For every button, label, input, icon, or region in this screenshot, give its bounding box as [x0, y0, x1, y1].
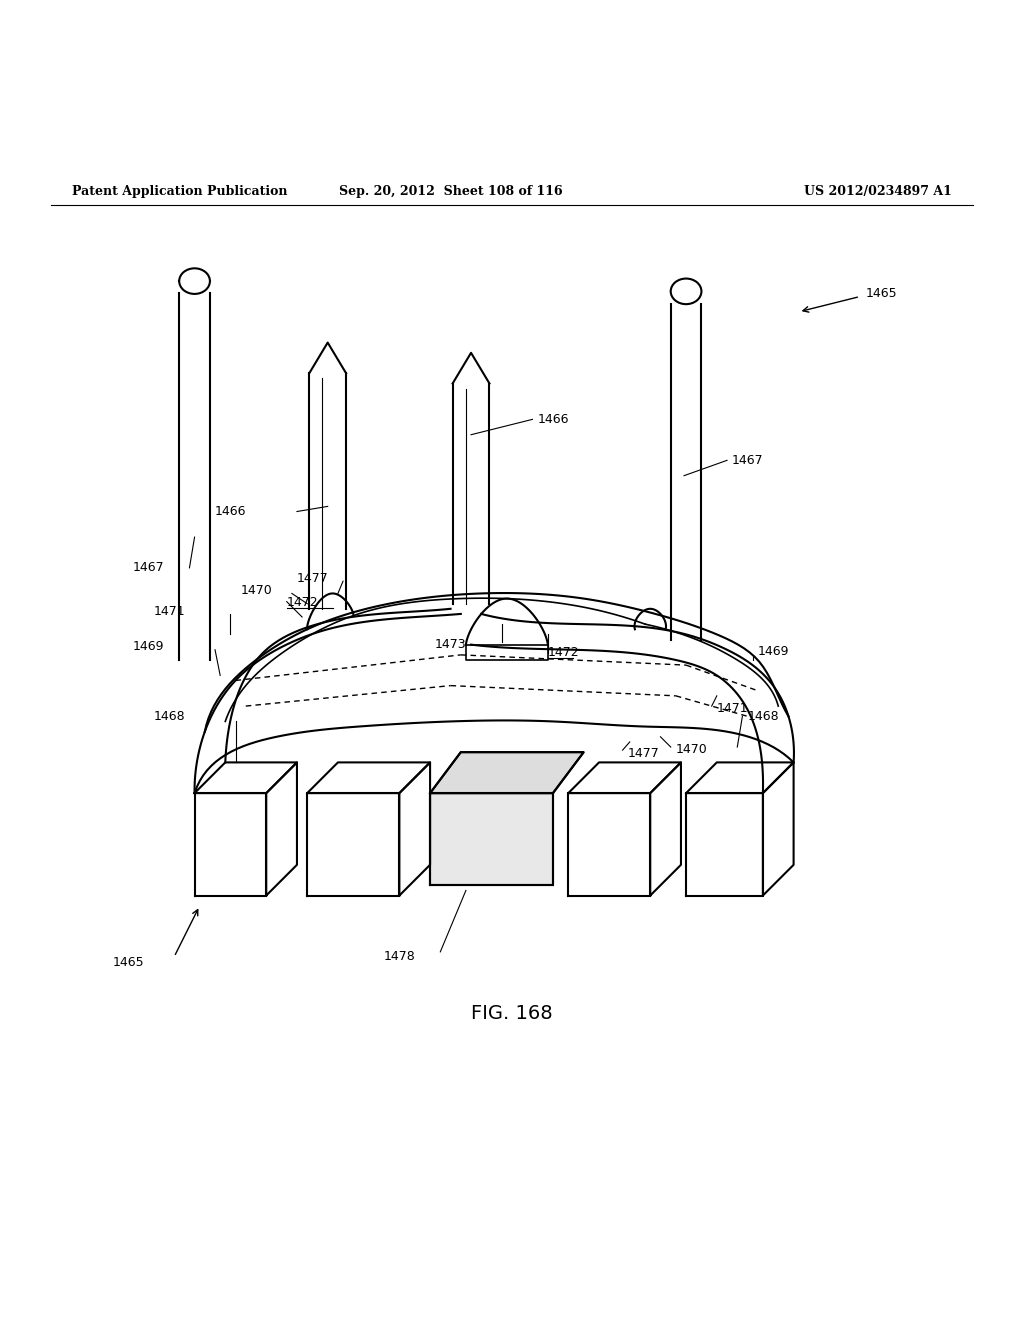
Polygon shape — [430, 752, 584, 793]
Text: 1471: 1471 — [154, 606, 185, 618]
Text: 1466: 1466 — [538, 413, 569, 426]
Text: 1469: 1469 — [758, 645, 790, 659]
Text: 1467: 1467 — [133, 561, 165, 574]
Text: 1470: 1470 — [676, 743, 708, 755]
Text: 1468: 1468 — [154, 710, 185, 723]
Text: FIG. 168: FIG. 168 — [471, 1003, 553, 1023]
Text: 1473: 1473 — [434, 638, 466, 651]
Text: Patent Application Publication: Patent Application Publication — [72, 185, 287, 198]
Text: 1469: 1469 — [133, 640, 165, 653]
Text: 1466: 1466 — [214, 506, 246, 517]
Text: 1472: 1472 — [287, 597, 318, 609]
Text: 1465: 1465 — [865, 286, 897, 300]
Text: 1472: 1472 — [548, 647, 580, 659]
Polygon shape — [430, 793, 553, 886]
Text: 1468: 1468 — [748, 710, 779, 723]
Text: 1471: 1471 — [717, 702, 749, 714]
Text: 1465: 1465 — [113, 956, 144, 969]
Text: US 2012/0234897 A1: US 2012/0234897 A1 — [805, 185, 952, 198]
Text: 1478: 1478 — [384, 950, 416, 964]
Text: Sep. 20, 2012  Sheet 108 of 116: Sep. 20, 2012 Sheet 108 of 116 — [339, 185, 562, 198]
Text: 1467: 1467 — [732, 454, 764, 467]
Ellipse shape — [179, 268, 210, 294]
Ellipse shape — [671, 279, 701, 304]
Text: 1477: 1477 — [628, 747, 659, 760]
Text: 1470: 1470 — [241, 583, 272, 597]
Text: 1477: 1477 — [297, 572, 329, 585]
